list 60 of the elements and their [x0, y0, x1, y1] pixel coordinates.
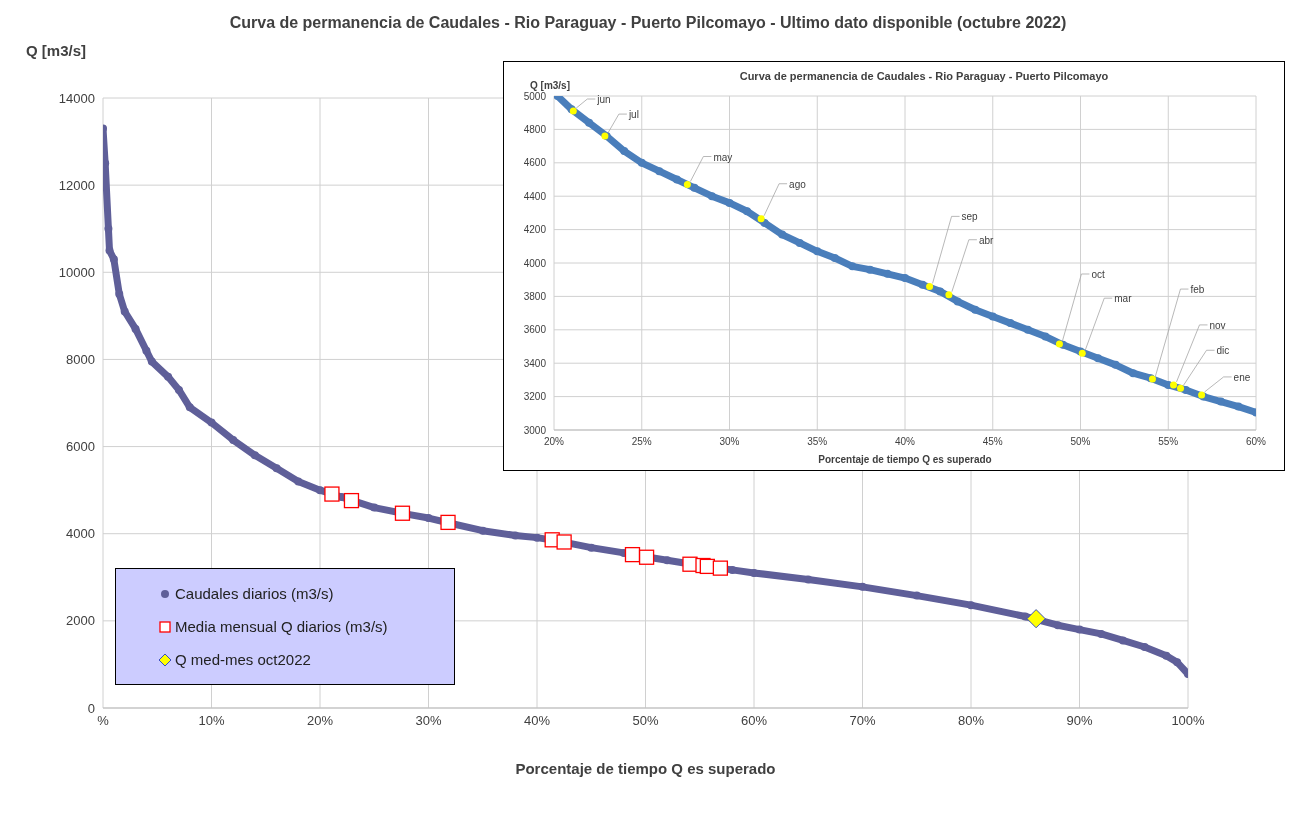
- x-tick-label: 35%: [807, 436, 828, 448]
- x-tick-label: 70%: [849, 713, 876, 729]
- x-tick-label: 50%: [1070, 436, 1091, 448]
- x-tick-label: 30%: [719, 436, 740, 448]
- annotation: jul: [627, 109, 639, 121]
- chart-title: Curva de permanencia de Caudales - Rio Paraguay - Puerto Pilcomayo - Ultimo dato disponible (octubre 2022): [228, 14, 1068, 32]
- x-tick-label: 80%: [957, 713, 985, 729]
- x-tick-label: 90%: [1066, 713, 1093, 729]
- x-tick-label: 30%: [415, 713, 442, 729]
- annotation: nov: [1209, 319, 1226, 331]
- y-axis-title: Q [m3/s]: [530, 80, 571, 91]
- x-tick-label: 20%: [543, 436, 565, 448]
- y-tick-label: 3600: [523, 324, 547, 336]
- x-tick-label: 10%: [198, 713, 225, 729]
- y-tick-label: 12000: [58, 177, 95, 193]
- legend-label: Caudales diarios (m3/s): [175, 585, 334, 602]
- y-tick-label: 3800: [523, 290, 547, 302]
- annotation: abr: [978, 234, 994, 246]
- y-tick-label: 4400: [523, 190, 547, 202]
- annotation: mar: [1114, 293, 1133, 305]
- x-tick-label: 50%: [632, 713, 659, 729]
- chart-title: Curva de permanencia de Caudales - Rio Paraguay - Puerto Pilcomayo: [739, 70, 1109, 82]
- y-tick-label: 10000: [58, 264, 95, 280]
- y-tick-label: 6000: [66, 439, 95, 455]
- y-tick-label: 3200: [523, 391, 547, 403]
- y-tick-label: 5000: [523, 90, 547, 102]
- y-tick-label: 3400: [523, 357, 547, 369]
- x-tick-label: 45%: [982, 436, 1003, 448]
- x-axis-title: Porcentaje de tiempo Q es superado: [514, 760, 777, 777]
- legend-label: Q med-mes oct2022: [175, 651, 311, 668]
- y-tick-label: 4000: [66, 526, 95, 542]
- x-tick-label: 55%: [1158, 436, 1179, 448]
- x-tick-label: %: [97, 713, 110, 729]
- annotation: ene: [1233, 371, 1251, 383]
- y-axis-title: Q [m3/s]: [26, 42, 87, 59]
- x-tick-label: 60%: [1245, 436, 1267, 448]
- x-tick-label: 20%: [306, 713, 334, 729]
- annotation: may: [713, 151, 733, 163]
- y-tick-label: 0: [87, 700, 95, 716]
- x-tick-label: 40%: [523, 713, 551, 729]
- y-tick-label: 2000: [66, 613, 95, 629]
- x-tick-label: 100%: [1171, 713, 1206, 729]
- annotation: ago: [789, 178, 807, 190]
- legend-label: Media mensual Q diarios (m3/s): [175, 618, 388, 635]
- annotation: sep: [961, 211, 979, 223]
- y-tick-label: 4000: [523, 257, 547, 269]
- y-tick-label: 14000: [58, 90, 95, 106]
- x-axis-title: Porcentaje de tiempo Q es superado: [817, 454, 993, 465]
- y-tick-label: 4600: [523, 157, 547, 169]
- annotation: jun: [596, 94, 611, 106]
- y-tick-label: 4800: [523, 123, 547, 135]
- y-tick-label: 4200: [523, 224, 547, 236]
- y-tick-label: 3000: [523, 424, 547, 436]
- annotation: feb: [1190, 284, 1205, 296]
- x-tick-label: 25%: [631, 436, 652, 448]
- x-tick-label: 40%: [894, 436, 916, 448]
- annotation: dic: [1216, 345, 1230, 357]
- annotation: oct: [1091, 268, 1105, 280]
- x-tick-label: 60%: [740, 713, 768, 729]
- y-tick-label: 8000: [66, 352, 95, 368]
